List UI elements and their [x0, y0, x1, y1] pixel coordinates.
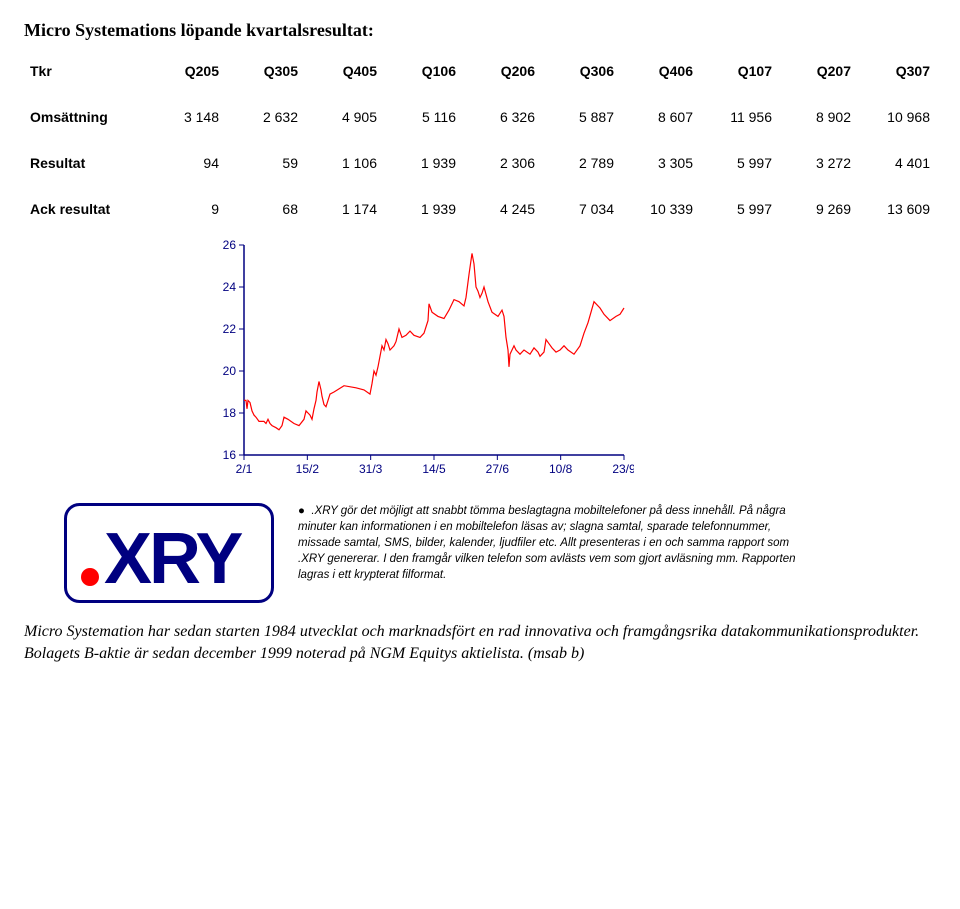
- table-cell: 5 887: [541, 105, 620, 129]
- svg-text:20: 20: [223, 364, 237, 378]
- svg-text:18: 18: [223, 406, 237, 420]
- xry-logo: XRY: [64, 503, 274, 603]
- svg-text:2/1: 2/1: [236, 462, 253, 476]
- table-row: Omsättning3 1482 6324 9055 1166 3265 887…: [24, 105, 936, 129]
- svg-text:26: 26: [223, 239, 237, 252]
- product-description: ● .XRY gör det möjligt att snabbt tömma …: [298, 503, 798, 583]
- table-cell: 2 632: [225, 105, 304, 129]
- table-row: Resultat94591 1061 9392 3062 7893 3055 9…: [24, 151, 936, 175]
- table-row: Ack resultat9681 1741 9394 2457 03410 33…: [24, 197, 936, 221]
- col-header: Q406: [620, 59, 699, 83]
- row-label: Resultat: [24, 151, 146, 175]
- col-header: Q207: [778, 59, 857, 83]
- svg-text:27/6: 27/6: [486, 462, 510, 476]
- stock-chart: 16 18 20 22 24 26 2/1 15/2 31/3 14/5 27/6 10/8 23/9: [204, 239, 644, 483]
- table-cell: 9 269: [778, 197, 857, 221]
- table-cell: 1 939: [383, 197, 462, 221]
- table-cell: 4 905: [304, 105, 383, 129]
- col-header: Q306: [541, 59, 620, 83]
- svg-text:16: 16: [223, 448, 237, 462]
- table-cell: 8 902: [778, 105, 857, 129]
- col-header: Q106: [383, 59, 462, 83]
- table-cell: 1 939: [383, 151, 462, 175]
- table-cell: 1 174: [304, 197, 383, 221]
- svg-text:10/8: 10/8: [549, 462, 573, 476]
- table-cell: 13 609: [857, 197, 936, 221]
- table-cell: 4 401: [857, 151, 936, 175]
- description-text: .XRY gör det möjligt att snabbt tömma be…: [298, 505, 796, 581]
- table-cell: 4 245: [462, 197, 541, 221]
- table-cell: 6 326: [462, 105, 541, 129]
- table-cell: 59: [225, 151, 304, 175]
- table-cell: 2 306: [462, 151, 541, 175]
- table-cell: 1 106: [304, 151, 383, 175]
- row-label: Ack resultat: [24, 197, 146, 221]
- company-footer: Micro Systemation har sedan starten 1984…: [24, 621, 936, 666]
- table-cell: 5 116: [383, 105, 462, 129]
- col-header: Q205: [146, 59, 225, 83]
- table-cell: 3 305: [620, 151, 699, 175]
- table-header-row: Tkr Q205 Q305 Q405 Q106 Q206 Q306 Q406 Q…: [24, 59, 936, 83]
- table-cell: 3 272: [778, 151, 857, 175]
- col-header: Q305: [225, 59, 304, 83]
- quarterly-table: Tkr Q205 Q305 Q405 Q106 Q206 Q306 Q406 Q…: [24, 59, 936, 221]
- table-cell: 2 789: [541, 151, 620, 175]
- svg-text:31/3: 31/3: [359, 462, 383, 476]
- table-corner: Tkr: [24, 59, 146, 83]
- table-cell: 9: [146, 197, 225, 221]
- table-cell: 10 968: [857, 105, 936, 129]
- table-cell: 5 997: [699, 151, 778, 175]
- table-cell: 94: [146, 151, 225, 175]
- table-cell: 11 956: [699, 105, 778, 129]
- col-header: Q405: [304, 59, 383, 83]
- svg-text:22: 22: [223, 322, 237, 336]
- col-header: Q107: [699, 59, 778, 83]
- page-title: Micro Systemations löpande kvartalsresul…: [24, 20, 936, 41]
- table-cell: 10 339: [620, 197, 699, 221]
- svg-text:24: 24: [223, 280, 237, 294]
- bullet-icon: ●: [298, 505, 305, 517]
- svg-text:23/9: 23/9: [612, 462, 634, 476]
- row-label: Omsättning: [24, 105, 146, 129]
- table-cell: 3 148: [146, 105, 225, 129]
- svg-text:XRY: XRY: [104, 519, 242, 599]
- svg-text:14/5: 14/5: [422, 462, 446, 476]
- col-header: Q307: [857, 59, 936, 83]
- svg-text:15/2: 15/2: [296, 462, 320, 476]
- table-cell: 8 607: [620, 105, 699, 129]
- table-cell: 7 034: [541, 197, 620, 221]
- col-header: Q206: [462, 59, 541, 83]
- table-cell: 5 997: [699, 197, 778, 221]
- table-cell: 68: [225, 197, 304, 221]
